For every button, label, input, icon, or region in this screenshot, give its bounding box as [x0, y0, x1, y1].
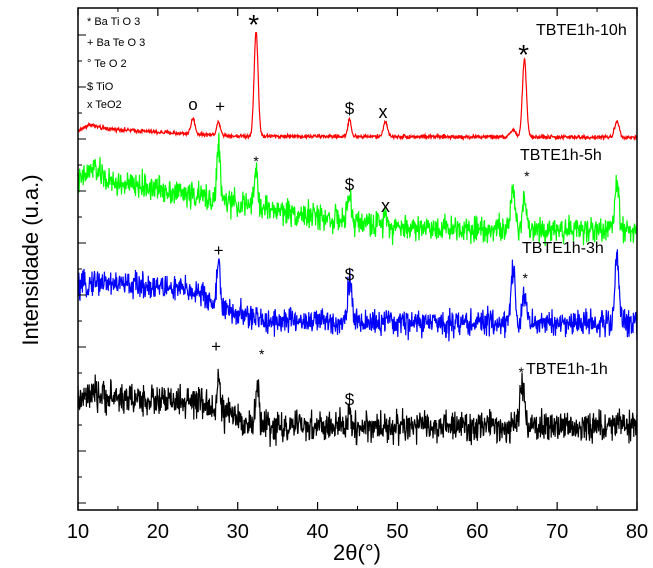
series-line-TBTE1h-5h [77, 132, 638, 247]
x-tick-label-80: 80 [626, 521, 648, 543]
peak-annotation-TBTE1h-3h-0: + [214, 241, 224, 260]
legend-entry-1: + Ba Te O 3 [87, 37, 145, 49]
legend-entry-0: * Ba Ti O 3 [87, 16, 140, 28]
peak-annotation-TBTE1h-1h-2: $ [345, 390, 355, 409]
peak-annotation-TBTE1h-10h-2: + [215, 97, 225, 116]
peak-annotation-TBTE1h-10h-4: x [379, 102, 388, 122]
peak-annotation-TBTE1h-3h-1: $ [345, 265, 355, 284]
series-line-TBTE1h-10h [77, 31, 638, 141]
legend-entry-3: $ TiO [87, 81, 114, 93]
peak-annotation-TBTE1h-5h-3: * [524, 168, 530, 184]
series-label-TBTE1h-3h: TBTE1h-3h [522, 240, 604, 257]
peak-annotation-TBTE1h-10h-3: $ [345, 99, 355, 118]
y-axis-title: Intensidade (u.a.) [18, 174, 43, 345]
x-tick-label-40: 40 [306, 521, 328, 543]
peak-annotation-TBTE1h-10h-5: * [518, 39, 529, 70]
x-tick-label-60: 60 [466, 521, 488, 543]
peak-annotation-TBTE1h-1h-1: * [259, 346, 265, 362]
x-axis-title: 2θ(°) [333, 540, 381, 565]
legend-entry-4: x TeO2 [87, 99, 122, 111]
peak-annotation-TBTE1h-5h-1: $ [345, 175, 355, 194]
series-label-TBTE1h-10h: TBTE1h-10h [536, 22, 627, 39]
annotation-layer: * o + $ x * * $ x * + $ * + * $ * [188, 9, 530, 409]
series-label-TBTE1h-5h: TBTE1h-5h [520, 147, 602, 164]
peak-annotation-TBTE1h-1h-0: + [211, 337, 221, 356]
series-label-layer: TBTE1h-10h TBTE1h-5h TBTE1h-3h TBTE1h-1h [520, 22, 627, 378]
x-tick-label-70: 70 [546, 521, 568, 543]
series-layer [77, 31, 638, 447]
legend-entry-2: ° Te O 2 [87, 58, 127, 70]
peak-annotation-TBTE1h-10h-0: * [248, 9, 259, 40]
peak-annotation-TBTE1h-3h-2: * [522, 270, 528, 286]
series-line-TBTE1h-3h [77, 249, 638, 342]
axis-layer: 10 20 30 40 50 60 70 80 [67, 8, 648, 543]
peak-annotation-TBTE1h-10h-1: o [188, 95, 197, 114]
series-label-TBTE1h-1h: TBTE1h-1h [526, 361, 608, 378]
peak-annotation-TBTE1h-1h-3: * [518, 364, 524, 380]
x-tick-label-20: 20 [147, 521, 169, 543]
x-tick-label-10: 10 [67, 521, 89, 543]
x-tick-label-50: 50 [386, 521, 408, 543]
peak-annotation-TBTE1h-5h-2: x [381, 196, 390, 216]
legend: * Ba Ti O 3 + Ba Te O 3 ° Te O 2 $ TiO x TeO… [87, 16, 145, 111]
peak-annotation-TBTE1h-5h-0: * [253, 153, 259, 169]
x-tick-label-30: 30 [227, 521, 249, 543]
series-line-TBTE1h-1h [77, 368, 638, 447]
